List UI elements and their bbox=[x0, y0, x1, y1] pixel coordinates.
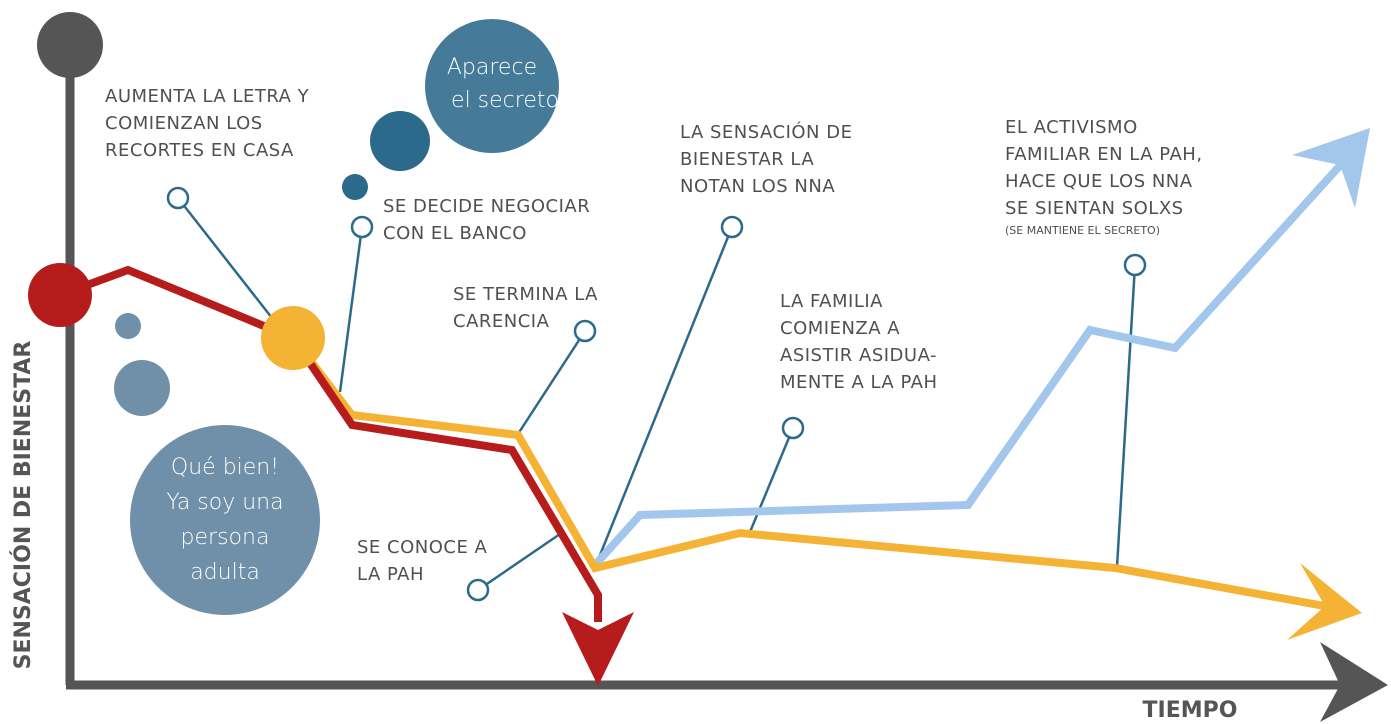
red-arrow bbox=[562, 612, 634, 686]
annotation: COMIENZAN LOS bbox=[105, 113, 263, 134]
x-label: TIEMPO bbox=[1143, 698, 1238, 723]
annotations: AUMENTA LA LETRA Y COMIENZAN LOS RECORTE… bbox=[105, 86, 1203, 585]
bubble-dot bbox=[370, 111, 430, 171]
annotation: ASISTIR ASIDUA- bbox=[780, 345, 937, 366]
annotation: HACE QUE LOS NNA bbox=[1005, 171, 1193, 192]
bubble-dot bbox=[115, 313, 141, 339]
bubble-text: el secreto bbox=[451, 88, 559, 113]
annotation: SE DECIDE NEGOCIAR bbox=[383, 196, 590, 217]
annotation: CARENCIA bbox=[453, 311, 550, 332]
bubble-dot bbox=[342, 174, 368, 200]
y-label: SENSACIÓN DE BIENESTAR bbox=[10, 341, 36, 670]
orange-arrow bbox=[1287, 563, 1362, 640]
axis-cap bbox=[37, 12, 103, 78]
annotation: MENTE A LA PAH bbox=[780, 372, 938, 393]
bubble-text: Ya soy una bbox=[166, 490, 283, 515]
blue-line bbox=[592, 157, 1348, 568]
thought-bubble bbox=[425, 19, 559, 153]
bubble-dot bbox=[114, 360, 170, 416]
annotation: SE TERMINA LA bbox=[453, 284, 598, 305]
annotation: NOTAN LOS NNA bbox=[680, 176, 835, 197]
red-node bbox=[28, 263, 92, 327]
orange-node bbox=[261, 306, 325, 370]
callouts bbox=[177, 197, 1137, 592]
bubble-text: persona bbox=[181, 525, 270, 550]
annotation: AUMENTA LA LETRA Y bbox=[105, 86, 310, 107]
annotation: LA PAH bbox=[357, 564, 424, 585]
annotation-note: (SE MANTIENE EL SECRETO) bbox=[1005, 224, 1160, 237]
pins bbox=[166, 186, 1147, 602]
annotation: SE CONOCE A bbox=[357, 537, 488, 558]
orange-line bbox=[289, 335, 1331, 611]
annotation: RECORTES EN CASA bbox=[105, 140, 294, 161]
annotation: FAMILIAR EN LA PAH, bbox=[1005, 144, 1203, 165]
annotation: EL ACTIVISMO bbox=[1005, 117, 1138, 138]
annotation: COMIENZA A bbox=[780, 318, 900, 339]
x-arrow bbox=[1320, 642, 1388, 722]
blue-arrow bbox=[1292, 128, 1370, 208]
annotation: LA SENSACIÓN DE bbox=[680, 121, 852, 143]
red-line bbox=[58, 265, 602, 622]
bubble-text: Aparece bbox=[447, 55, 537, 80]
annotation: LA FAMILIA bbox=[780, 291, 883, 312]
bubble-text: Qué bien! bbox=[171, 455, 279, 480]
thought-bubble bbox=[130, 425, 320, 615]
annotation: BIENESTAR LA bbox=[680, 149, 814, 170]
annotation: SE SIENTAN SOLXS bbox=[1005, 198, 1184, 219]
annotation: CON EL BANCO bbox=[383, 223, 527, 244]
bubble-text: adulta bbox=[190, 560, 260, 585]
